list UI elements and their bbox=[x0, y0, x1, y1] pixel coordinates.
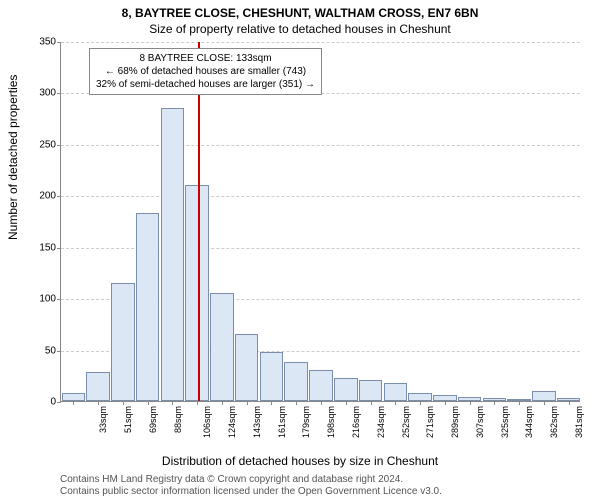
xtick-mark bbox=[73, 401, 74, 405]
footer-line2: Contains public sector information licen… bbox=[60, 486, 590, 498]
xtick-mark bbox=[148, 401, 149, 405]
xtick-label: 381sqm bbox=[574, 406, 584, 438]
xtick-label: 124sqm bbox=[227, 406, 237, 438]
xtick-label: 106sqm bbox=[202, 406, 212, 438]
xtick-mark bbox=[197, 401, 198, 405]
gridline-h bbox=[61, 42, 580, 43]
histogram-bar bbox=[111, 283, 135, 401]
xtick-mark bbox=[544, 401, 545, 405]
callout-line1: 8 BAYTREE CLOSE: 133sqm bbox=[96, 52, 315, 65]
histogram-bar bbox=[136, 213, 160, 401]
reference-line bbox=[198, 42, 200, 401]
y-axis-label: Number of detached properties bbox=[6, 75, 20, 240]
xtick-mark bbox=[395, 401, 396, 405]
xtick-label: 234sqm bbox=[376, 406, 386, 438]
plot-area: 33sqm51sqm69sqm88sqm106sqm124sqm143sqm16… bbox=[60, 42, 580, 402]
callout-line3: 32% of semi-detached houses are larger (… bbox=[96, 78, 315, 91]
histogram-bar bbox=[185, 185, 209, 401]
ytick-label: 300 bbox=[26, 88, 56, 99]
histogram-bar bbox=[284, 362, 308, 401]
histogram-bar bbox=[161, 108, 185, 401]
ytick-mark bbox=[57, 402, 61, 403]
ytick-mark bbox=[57, 351, 61, 352]
gridline-h bbox=[61, 196, 580, 197]
ytick-label: 100 bbox=[26, 294, 56, 305]
xtick-label: 271sqm bbox=[425, 406, 435, 438]
histogram-bar bbox=[532, 391, 556, 401]
xtick-label: 216sqm bbox=[351, 406, 361, 438]
xtick-label: 198sqm bbox=[326, 406, 336, 438]
footer-text: Contains HM Land Registry data © Crown c… bbox=[60, 474, 590, 498]
ytick-label: 200 bbox=[26, 191, 56, 202]
ytick-label: 50 bbox=[26, 345, 56, 356]
xtick-label: 161sqm bbox=[277, 406, 287, 438]
histogram-bar bbox=[235, 334, 259, 401]
xtick-label: 143sqm bbox=[252, 406, 262, 438]
xtick-mark bbox=[296, 401, 297, 405]
histogram-bar bbox=[86, 372, 110, 401]
ytick-mark bbox=[57, 196, 61, 197]
xtick-label: 88sqm bbox=[173, 406, 183, 433]
histogram-bar bbox=[62, 393, 86, 401]
xtick-mark bbox=[222, 401, 223, 405]
x-axis-label: Distribution of detached houses by size … bbox=[0, 454, 600, 468]
xtick-mark bbox=[346, 401, 347, 405]
histogram-bar bbox=[359, 380, 383, 401]
xtick-mark bbox=[123, 401, 124, 405]
xtick-mark bbox=[445, 401, 446, 405]
title-line1: 8, BAYTREE CLOSE, CHESHUNT, WALTHAM CROS… bbox=[0, 6, 600, 20]
ytick-mark bbox=[57, 42, 61, 43]
xtick-mark bbox=[172, 401, 173, 405]
xtick-label: 252sqm bbox=[401, 406, 411, 438]
xtick-label: 179sqm bbox=[302, 406, 312, 438]
histogram-bar bbox=[309, 370, 333, 401]
histogram-bar bbox=[384, 383, 408, 402]
xtick-label: 69sqm bbox=[148, 406, 158, 433]
xtick-mark bbox=[494, 401, 495, 405]
ytick-mark bbox=[57, 145, 61, 146]
ytick-mark bbox=[57, 93, 61, 94]
xtick-mark bbox=[321, 401, 322, 405]
xtick-mark bbox=[569, 401, 570, 405]
ytick-label: 250 bbox=[26, 139, 56, 150]
xtick-label: 51sqm bbox=[123, 406, 133, 433]
gridline-h bbox=[61, 145, 580, 146]
footer-line1: Contains HM Land Registry data © Crown c… bbox=[60, 474, 590, 486]
xtick-label: 344sqm bbox=[524, 406, 534, 438]
ytick-mark bbox=[57, 299, 61, 300]
ytick-label: 0 bbox=[26, 397, 56, 408]
xtick-mark bbox=[247, 401, 248, 405]
xtick-mark bbox=[470, 401, 471, 405]
histogram-bar bbox=[334, 378, 358, 401]
xtick-label: 325sqm bbox=[500, 406, 510, 438]
xtick-mark bbox=[519, 401, 520, 405]
xtick-mark bbox=[271, 401, 272, 405]
xtick-mark bbox=[371, 401, 372, 405]
xtick-label: 307sqm bbox=[475, 406, 485, 438]
xtick-label: 33sqm bbox=[98, 406, 108, 433]
chart-container: 8, BAYTREE CLOSE, CHESHUNT, WALTHAM CROS… bbox=[0, 0, 600, 500]
xtick-label: 362sqm bbox=[549, 406, 559, 438]
histogram-bar bbox=[408, 393, 432, 401]
ytick-label: 150 bbox=[26, 242, 56, 253]
histogram-bar bbox=[260, 352, 284, 401]
histogram-bar bbox=[210, 293, 234, 401]
callout-box: 8 BAYTREE CLOSE: 133sqm ← 68% of detache… bbox=[89, 48, 322, 95]
xtick-label: 289sqm bbox=[450, 406, 460, 438]
ytick-label: 350 bbox=[26, 37, 56, 48]
xtick-mark bbox=[98, 401, 99, 405]
title-line2: Size of property relative to detached ho… bbox=[0, 22, 600, 36]
xtick-mark bbox=[420, 401, 421, 405]
ytick-mark bbox=[57, 248, 61, 249]
callout-line2: ← 68% of detached houses are smaller (74… bbox=[96, 65, 315, 78]
